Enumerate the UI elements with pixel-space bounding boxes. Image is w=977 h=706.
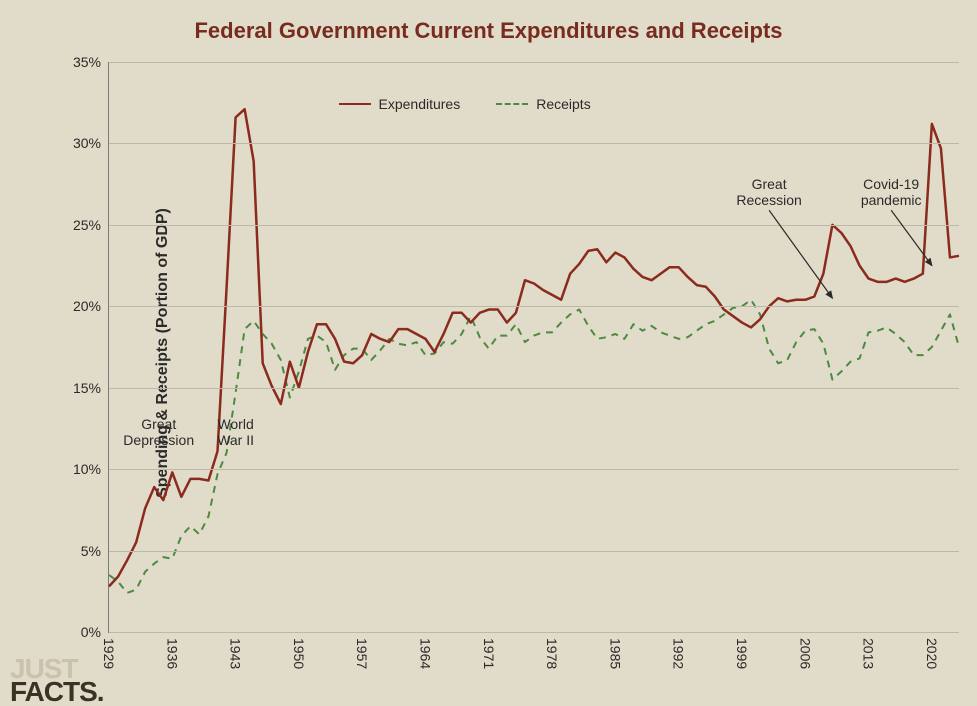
- x-tick-label: 1985: [607, 632, 623, 669]
- y-tick-label: 30%: [73, 135, 109, 151]
- annotation-text-line: Great: [736, 176, 801, 192]
- annotation-text-line: Depression: [123, 432, 194, 448]
- x-tick-label: 2013: [861, 632, 877, 669]
- x-tick-label: 1992: [671, 632, 687, 669]
- x-tick-label: 1950: [291, 632, 307, 669]
- watermark-line1: JUST: [10, 658, 104, 681]
- y-tick-label: 35%: [73, 54, 109, 70]
- y-tick-label: 25%: [73, 217, 109, 233]
- chart-title: Federal Government Current Expenditures …: [0, 18, 977, 44]
- x-tick-label: 2006: [797, 632, 813, 669]
- annotation-label: Covid-19pandemic: [861, 176, 922, 208]
- watermark-line2: FACTS.: [10, 681, 104, 704]
- chart-container: Federal Government Current Expenditures …: [0, 0, 977, 706]
- watermark-logo: JUST FACTS.: [10, 658, 104, 704]
- x-tick-label: 1964: [417, 632, 433, 669]
- annotation-text-line: Great: [123, 416, 194, 432]
- annotation-label: GreatRecession: [736, 176, 801, 208]
- annotation-text-line: pandemic: [861, 192, 922, 208]
- annotation-arrow: [769, 210, 832, 298]
- annotation-arrows-svg: [109, 62, 959, 632]
- x-tick-label: 1999: [734, 632, 750, 669]
- annotation-label: WorldWar II: [217, 416, 254, 448]
- annotation-text-line: Recession: [736, 192, 801, 208]
- x-tick-label: 1978: [544, 632, 560, 669]
- annotation-text-line: World: [217, 416, 254, 432]
- x-tick-label: 1936: [164, 632, 180, 669]
- x-tick-label: 1957: [354, 632, 370, 669]
- annotation-text-line: Covid-19: [861, 176, 922, 192]
- y-tick-label: 5%: [81, 543, 109, 559]
- annotation-label: GreatDepression: [123, 416, 194, 448]
- x-tick-label: 2020: [924, 632, 940, 669]
- y-tick-label: 15%: [73, 380, 109, 396]
- x-tick-label: 1971: [481, 632, 497, 669]
- y-tick-label: 20%: [73, 298, 109, 314]
- x-tick-label: 1943: [228, 632, 244, 669]
- y-tick-label: 10%: [73, 461, 109, 477]
- plot-area: 0%5%10%15%20%25%30%35%192919361943195019…: [108, 62, 959, 633]
- annotation-text-line: War II: [217, 432, 254, 448]
- annotation-arrow: [891, 210, 932, 265]
